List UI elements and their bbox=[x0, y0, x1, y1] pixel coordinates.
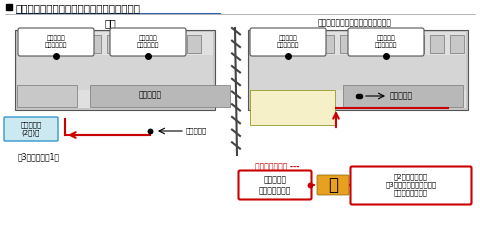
Text: 国際線到着
手荷物受取場: 国際線到着 手荷物受取場 bbox=[375, 36, 397, 48]
Text: 到着ロビー: 到着ロビー bbox=[390, 92, 413, 101]
Text: 到着ロビー: 到着ロビー bbox=[186, 128, 207, 134]
Bar bbox=[260, 35, 274, 53]
Text: 現状: 現状 bbox=[104, 18, 116, 28]
Bar bbox=[167, 35, 181, 53]
Text: 国際線到着
手荷物受取場: 国際線到着 手荷物受取場 bbox=[137, 36, 159, 48]
Bar bbox=[17, 85, 77, 107]
Text: 到着ロビーの増築による動線分離後: 到着ロビーの増築による動線分離後 bbox=[318, 18, 392, 27]
FancyBboxPatch shape bbox=[110, 28, 186, 56]
Text: 第3ターミナル1階: 第3ターミナル1階 bbox=[18, 152, 60, 161]
Bar bbox=[280, 35, 294, 53]
Bar bbox=[320, 35, 334, 53]
FancyBboxPatch shape bbox=[250, 28, 326, 56]
FancyBboxPatch shape bbox=[248, 30, 468, 110]
Bar bbox=[127, 35, 141, 53]
Bar bbox=[47, 35, 61, 53]
Text: ターミナル
連絡バス乗降場: ターミナル 連絡バス乗降場 bbox=[259, 175, 291, 195]
Text: 🚌: 🚌 bbox=[328, 176, 338, 194]
Bar bbox=[370, 35, 384, 53]
FancyBboxPatch shape bbox=[348, 28, 424, 56]
Bar bbox=[17, 32, 213, 108]
Bar bbox=[343, 85, 463, 107]
Bar bbox=[87, 35, 101, 53]
Bar bbox=[250, 90, 335, 125]
Text: 到着ロビー増築で出発動線と到着動線を分離: 到着ロビー増築で出発動線と到着動線を分離 bbox=[16, 3, 141, 13]
Bar bbox=[250, 55, 466, 90]
Text: 出発ロビー
(2階)へ: 出発ロビー (2階)へ bbox=[20, 122, 42, 136]
FancyBboxPatch shape bbox=[15, 30, 215, 110]
Bar bbox=[147, 35, 161, 53]
Bar bbox=[6, 4, 12, 10]
Bar bbox=[430, 35, 444, 53]
FancyBboxPatch shape bbox=[239, 170, 312, 200]
Bar bbox=[67, 35, 81, 53]
Text: 新たな到着動線 ---: 新たな到着動線 --- bbox=[255, 162, 300, 171]
Bar bbox=[340, 35, 354, 53]
FancyBboxPatch shape bbox=[18, 28, 94, 56]
Bar bbox=[410, 35, 424, 53]
Text: 国内線到着
手荷物受取場: 国内線到着 手荷物受取場 bbox=[277, 36, 299, 48]
Bar bbox=[450, 35, 464, 53]
Bar bbox=[300, 35, 314, 53]
Bar bbox=[390, 35, 404, 53]
FancyBboxPatch shape bbox=[4, 117, 58, 141]
Text: 国内線到着
手荷物受取場: 国内線到着 手荷物受取場 bbox=[45, 36, 67, 48]
Bar bbox=[17, 55, 213, 90]
Bar bbox=[27, 35, 41, 53]
Text: 到着ロビー: 到着ロビー bbox=[138, 91, 162, 99]
Bar bbox=[187, 35, 201, 53]
Bar bbox=[107, 35, 121, 53]
FancyBboxPatch shape bbox=[317, 175, 349, 195]
Bar bbox=[90, 85, 230, 107]
Bar bbox=[250, 32, 466, 108]
Text: 第2ターミナルや
第3ターミナル専用バス・
タクシー乗降場へ: 第2ターミナルや 第3ターミナル専用バス・ タクシー乗降場へ bbox=[385, 174, 437, 196]
FancyBboxPatch shape bbox=[350, 167, 471, 205]
